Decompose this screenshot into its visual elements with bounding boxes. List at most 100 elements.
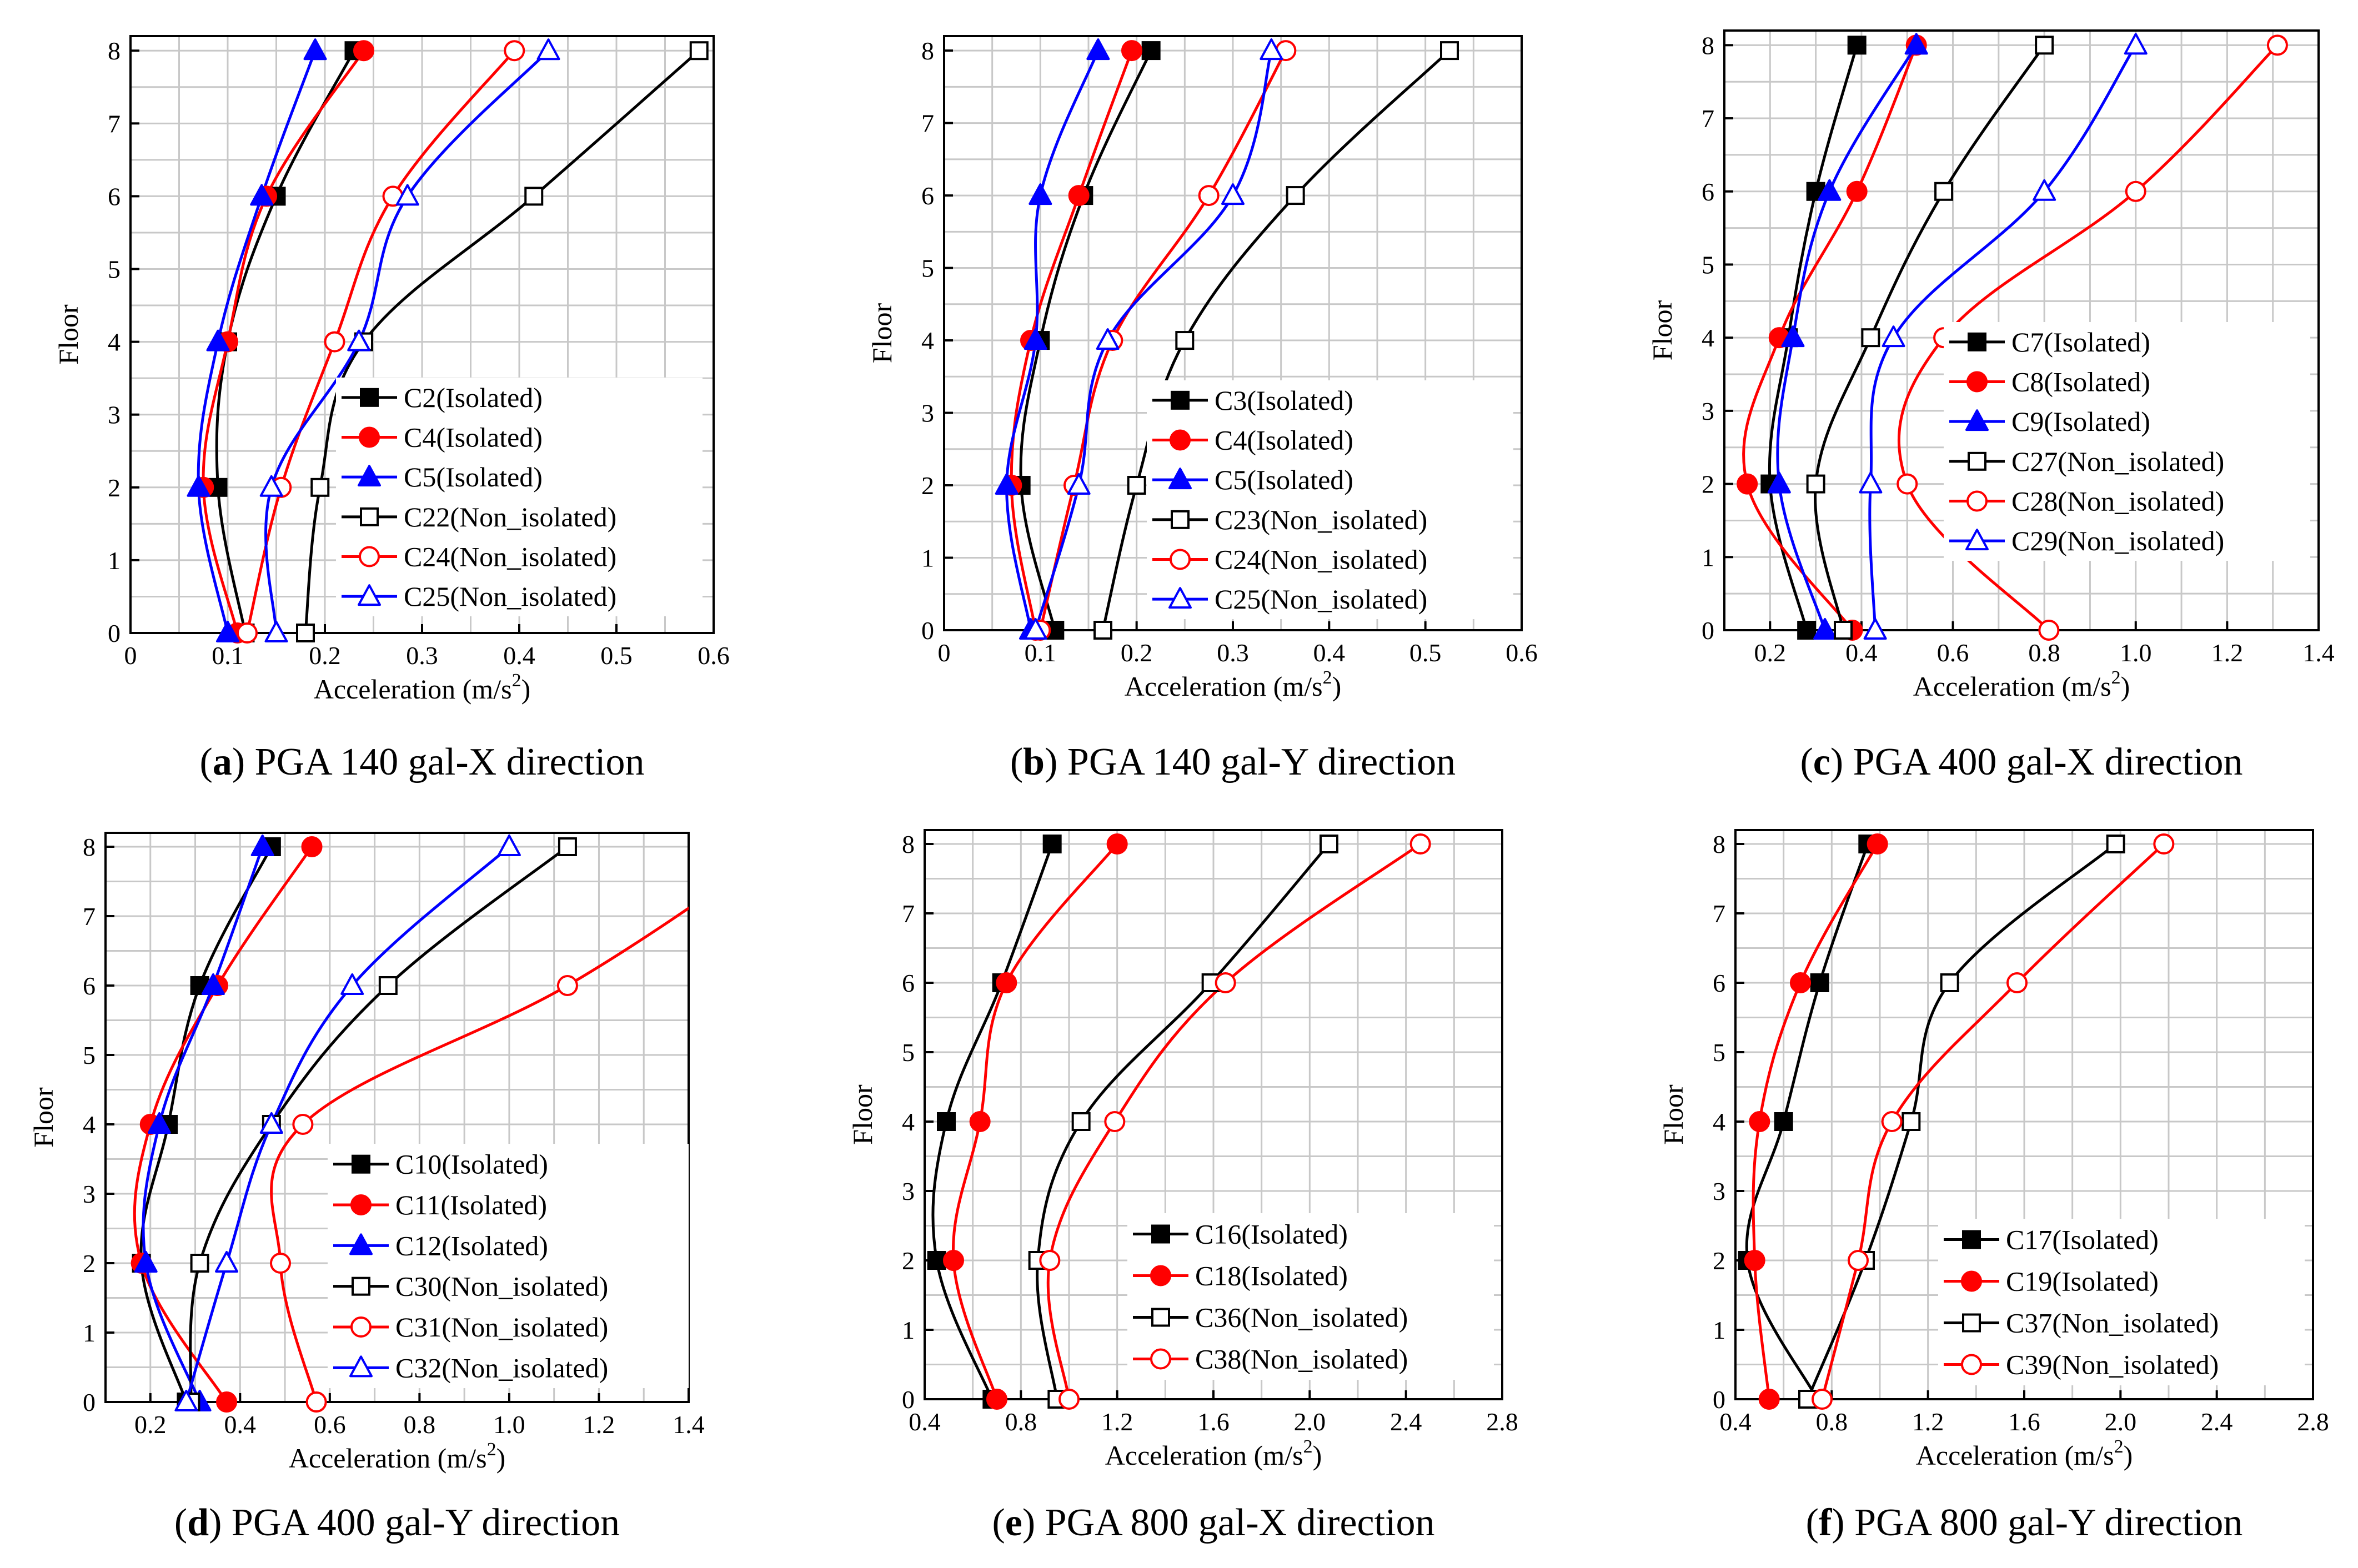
data-point: [1067, 473, 1091, 495]
y-tick-label: 1: [1713, 1316, 1725, 1344]
x-axis-label: Acceleration (m/s2): [314, 670, 530, 705]
y-tick-label: 2: [921, 471, 934, 500]
legend-marker: [1966, 490, 1988, 512]
x-tick-label: 1.0: [493, 1410, 525, 1439]
data-point: [208, 478, 228, 497]
legend-label: C22(Non_isolated): [404, 501, 616, 532]
data-point: [1744, 1250, 1765, 1271]
x-tick-label: 1.2: [2211, 639, 2244, 667]
data-point: [1846, 180, 1868, 202]
data-point: [1834, 621, 1853, 640]
data-point: [216, 1391, 238, 1413]
legend-box: [1944, 322, 2310, 561]
data-point: [2266, 34, 2288, 56]
data-point: [378, 976, 398, 995]
data-point: [1737, 473, 1758, 495]
data-point: [1767, 471, 1791, 494]
data-point: [2038, 620, 2060, 641]
legend-box: [1127, 1213, 1494, 1380]
legend-marker: [1168, 587, 1192, 609]
data-point: [937, 1112, 956, 1131]
y-tick-label: 4: [108, 328, 121, 356]
y-tick-label: 8: [83, 833, 96, 861]
x-tick-label: 0.8: [1005, 1408, 1037, 1436]
y-tick-label: 0: [902, 1385, 915, 1414]
data-point: [1810, 973, 1829, 992]
x-tick-label: 1.2: [583, 1410, 615, 1439]
x-tick-label: 2.0: [1294, 1408, 1326, 1436]
legend-label: C30(Non_isolated): [395, 1271, 608, 1302]
legend-marker: [1968, 451, 1986, 471]
panel-caption: (f) PGA 800 gal-Y direction: [1806, 1501, 2243, 1544]
series-line: [1101, 49, 1451, 630]
data-point: [2153, 833, 2175, 855]
y-tick-label: 1: [83, 1319, 96, 1347]
y-tick-label: 2: [1713, 1247, 1725, 1275]
legend-marker: [352, 1276, 370, 1296]
data-point: [303, 38, 327, 61]
data-point: [250, 184, 274, 206]
legend-marker: [349, 1355, 373, 1378]
data-point: [292, 1114, 314, 1135]
y-tick-label: 0: [921, 616, 934, 645]
data-point: [1320, 835, 1338, 853]
legend-label: C24(Non_isolated): [404, 541, 616, 572]
y-tick-label: 7: [921, 109, 934, 138]
legend-marker: [1168, 468, 1192, 490]
chart-panel-a: 0 0.1 0.2 0.3 0.4 0.5 0.6 0 1 2 3 4 5 6 7 8 Acceleration…: [53, 35, 730, 783]
legend-marker: [1961, 1270, 1982, 1292]
panel-caption: (e) PGA 800 gal-X direction: [992, 1501, 1434, 1544]
legend-label: C8(Isolated): [2011, 366, 2150, 398]
x-tick-label: 2.8: [2297, 1408, 2329, 1436]
y-tick-label: 8: [1713, 830, 1725, 858]
data-point: [1286, 186, 1305, 205]
legend-label: C7(Isolated): [2011, 326, 2150, 358]
legend-marker: [1150, 1265, 1171, 1286]
x-tick-label: 0: [938, 639, 951, 667]
legend: C7(Isolated) C8(Isolated) C9(Isolated) C27(…: [1944, 322, 2310, 561]
y-tick-label: 8: [108, 37, 121, 65]
y-tick-label: 5: [1713, 1038, 1725, 1067]
y-tick-label: 6: [108, 182, 121, 210]
legend-marker: [359, 426, 380, 448]
legend-label: C25(Non_isolated): [1215, 584, 1427, 615]
data-point: [1867, 833, 1888, 855]
data-point: [347, 329, 371, 351]
y-tick-label: 5: [83, 1041, 96, 1069]
legend-box: [1147, 380, 1513, 619]
x-tick-label: 0.3: [406, 641, 438, 670]
data-point: [2033, 179, 2056, 201]
data-point: [1781, 325, 1805, 348]
x-tick-label: 0.3: [1217, 639, 1249, 667]
x-tick-label: 1.6: [1197, 1408, 1230, 1436]
y-tick-label: 3: [902, 1177, 915, 1205]
legend-box: [336, 378, 703, 616]
x-tick-label: 1.0: [2120, 639, 2152, 667]
y-tick-label: 3: [1702, 397, 1714, 425]
legend-marker: [358, 465, 381, 487]
x-tick-label: 0.8: [404, 1410, 436, 1439]
y-tick-label: 5: [921, 254, 934, 283]
legend-marker: [1962, 1230, 1981, 1249]
data-point: [927, 1251, 946, 1270]
legend-label: C32(Non_isolated): [395, 1352, 608, 1383]
data-point: [187, 475, 210, 497]
data-point: [1104, 1111, 1126, 1132]
y-tick-label: 7: [902, 899, 915, 928]
legend-label: C12(Isolated): [395, 1230, 548, 1261]
data-point: [1813, 618, 1837, 640]
legend-marker: [1968, 332, 1986, 351]
y-tick-label: 3: [83, 1180, 96, 1208]
y-tick-label: 2: [83, 1249, 96, 1278]
y-tick-label: 7: [83, 902, 96, 931]
y-tick-label: 5: [1702, 250, 1714, 279]
y-tick-label: 1: [108, 546, 121, 575]
y-tick-label: 6: [902, 969, 915, 997]
data-point: [1758, 1389, 1780, 1410]
x-tick-label: 2.8: [1486, 1408, 1518, 1436]
legend-marker: [1966, 371, 1988, 393]
legend-label: C5(Isolated): [404, 461, 543, 492]
legend-label: C37(Non_isolated): [2006, 1308, 2219, 1339]
data-point: [259, 1112, 283, 1134]
